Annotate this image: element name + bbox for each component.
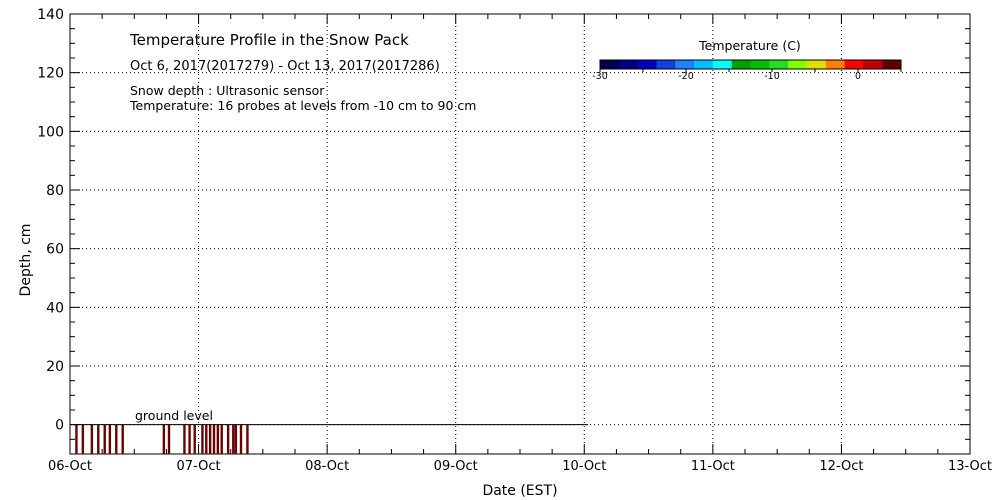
colorbar-swatch [844, 60, 864, 69]
ground-level-label: ground level [135, 408, 213, 423]
colorbar-swatch [788, 60, 808, 69]
ground-temp-column [97, 424, 100, 454]
ground-temp-column [90, 424, 94, 454]
ground-temp-column [121, 424, 124, 454]
ground-temp-column [201, 424, 204, 454]
ground-temp-column [81, 424, 85, 454]
colorbar-swatch [600, 60, 620, 69]
colorbar: -30 -20 -10 0 [592, 59, 902, 82]
y-tick-labels: 0 20 40 60 80 100 120 140 [37, 7, 64, 434]
x-tick-labels: 06-Oct 07-Oct 08-Oct 09-Oct 10-Oct 11-Oct 12-O… [48, 459, 992, 474]
colorbar-swatch [675, 60, 695, 69]
y-tick-label: 60 [46, 242, 64, 258]
ground-temp-column [75, 424, 78, 454]
ground-temperature-columns [75, 424, 249, 454]
colorbar-tick-label: -10 [764, 71, 780, 82]
colorbar-swatch [750, 60, 770, 69]
ground-temp-column [212, 424, 216, 454]
colorbar-swatch [712, 60, 733, 69]
x-tick-label: 10-Oct [562, 459, 606, 474]
ground-temp-column [167, 424, 171, 454]
chart-subtitle: Oct 6, 2017(2017279) - Oct 13, 2017(2017… [130, 59, 440, 74]
ground-temp-column [193, 424, 196, 454]
x-axis-label: Date (EST) [482, 483, 557, 499]
y-tick-label: 80 [46, 183, 64, 199]
ground-temp-column [246, 424, 249, 454]
ground-temp-column [226, 424, 230, 454]
colorbar-tick-label: -30 [592, 71, 608, 82]
ground-temp-column [188, 424, 191, 454]
ground-temp-column [234, 424, 238, 454]
x-tick-label: 12-Oct [819, 459, 863, 474]
colorbar-frame [599, 59, 902, 70]
y-tick-label: 20 [46, 359, 64, 375]
ground-temp-column [208, 424, 212, 454]
colorbar-swatch [618, 60, 639, 69]
annotation-temperature: Temperature: 16 probes at levels from -1… [129, 98, 476, 113]
ground-temp-column [162, 424, 166, 454]
colorbar-swatch [863, 60, 883, 69]
colorbar-swatch [694, 60, 714, 69]
colorbar-swatch [656, 60, 676, 69]
ground-temp-column [103, 424, 106, 454]
y-tick-label: 120 [37, 66, 64, 82]
y-tick-label: 140 [37, 7, 64, 23]
ground-temp-column [108, 424, 112, 454]
annotation-snow-depth: Snow depth : Ultrasonic sensor [130, 83, 325, 98]
ground-temp-column [220, 424, 223, 454]
colorbar-swatch [731, 60, 751, 69]
ground-temp-column [115, 424, 118, 454]
colorbar-swatch [769, 60, 789, 69]
x-tick-label: 07-Oct [177, 459, 221, 474]
colorbar-swatch [637, 60, 657, 69]
ground-temp-column [232, 424, 235, 454]
ground-temp-column [239, 424, 243, 454]
x-tick-label: 08-Oct [305, 459, 349, 474]
x-tick-label: 09-Oct [434, 459, 478, 474]
colorbar-swatch [825, 60, 846, 69]
y-axis-label: Depth, cm [18, 224, 34, 297]
ground-temp-column [183, 424, 186, 454]
colorbar-tick-label: 0 [855, 71, 861, 82]
colorbar-tick-label: -20 [678, 71, 694, 82]
ground-temp-column [205, 424, 208, 454]
axis-ticks [69, 13, 971, 455]
x-tick-label: 11-Oct [691, 459, 735, 474]
colorbar-swatch [882, 60, 902, 69]
y-tick-label: 40 [46, 300, 64, 316]
y-tick-label: 100 [37, 124, 64, 140]
plot-frame [69, 13, 971, 455]
colorbar-swatch [806, 60, 827, 69]
y-tick-label: 0 [55, 418, 64, 434]
ground-temp-column [216, 424, 220, 454]
x-tick-label: 13-Oct [948, 459, 992, 474]
x-tick-label: 06-Oct [48, 459, 92, 474]
colorbar-title: Temperature (C) [698, 38, 801, 53]
chart-title: Temperature Profile in the Snow Pack [129, 31, 409, 49]
gridlines [70, 14, 970, 454]
